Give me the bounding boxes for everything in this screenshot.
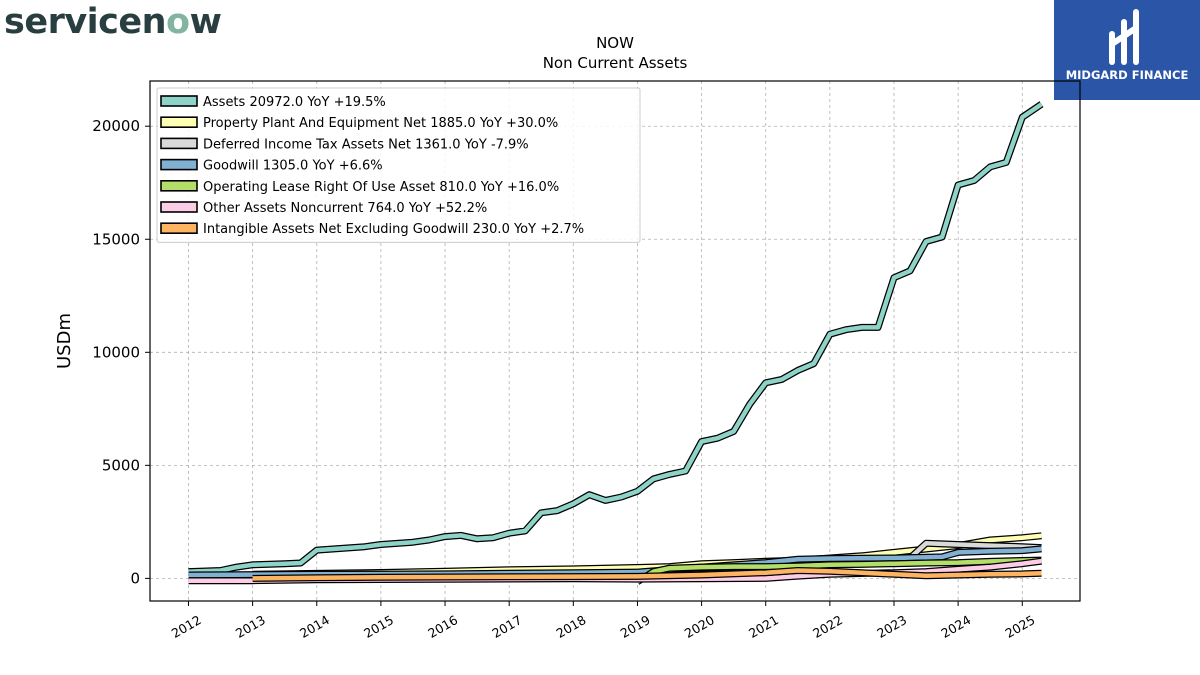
legend-entry-label: Property Plant And Equipment Net 1885.0 … — [203, 116, 558, 131]
legend-swatch — [160, 222, 198, 234]
legend: Assets 20972.0 YoY +19.5% Property Plant … — [156, 87, 641, 243]
legend-swatch — [160, 201, 198, 213]
x-tick-label: 2024 — [938, 612, 973, 641]
x-tick-label: 2022 — [810, 612, 845, 641]
x-tick-label: 2019 — [618, 612, 653, 641]
legend-entry-label: Intangible Assets Net Excluding Goodwill… — [203, 222, 584, 237]
y-tick-label: 20000 — [92, 117, 140, 135]
y-tick-label: 10000 — [92, 343, 140, 361]
x-tick-label: 2013 — [233, 612, 268, 641]
legend-entry-label: Assets 20972.0 YoY +19.5% — [203, 95, 386, 110]
series-line — [188, 102, 1043, 574]
midgard-finance-watermark: MIDGARD FINANCE — [1054, 0, 1200, 100]
midgard-emblem-icon — [1109, 9, 1139, 65]
series-areas — [188, 101, 1044, 585]
legend-entry-label: Goodwill 1305.0 YoY +6.6% — [203, 159, 383, 174]
x-tick-label: 2018 — [554, 612, 589, 641]
y-tick-label: 5000 — [102, 456, 140, 474]
x-tick-label: 2021 — [746, 612, 781, 641]
series-line — [252, 568, 1042, 581]
legend-swatch — [160, 137, 198, 150]
legend-entry-label: Operating Lease Right Of Use Asset 810.0… — [203, 180, 559, 195]
plot-frame — [149, 80, 1081, 602]
chart-subtitle: Non Current Assets — [543, 54, 688, 72]
x-tick-label: 2015 — [361, 612, 396, 641]
chart-title: NOW — [596, 34, 634, 52]
legend-swatch — [160, 180, 198, 192]
y-axis-label: USDm — [54, 313, 75, 369]
watermark-text: MIDGARD FINANCE — [1065, 68, 1189, 82]
x-tick-label: 2025 — [1003, 612, 1038, 641]
x-tick-label: 2017 — [489, 612, 524, 641]
legend-swatch — [160, 158, 198, 171]
y-tick-label: 0 — [130, 569, 140, 587]
series-line — [636, 557, 1042, 584]
x-tick-label: 2016 — [425, 612, 460, 641]
legend-box — [156, 87, 641, 243]
legend-swatch — [160, 116, 198, 128]
legend-swatch — [160, 95, 198, 107]
x-tick-label: 2023 — [874, 612, 909, 641]
legend-entry-label: Deferred Income Tax Assets Net 1361.0 Yo… — [203, 137, 529, 152]
x-tick-label: 2020 — [682, 612, 717, 641]
servicenow-logo: servicenow — [4, 2, 222, 42]
x-tick-label: 2012 — [169, 612, 204, 641]
x-tick-label: 2014 — [297, 612, 332, 641]
legend-entry-label: Other Assets Noncurrent 764.0 YoY +52.2% — [203, 201, 487, 216]
y-tick-label: 15000 — [92, 230, 140, 248]
